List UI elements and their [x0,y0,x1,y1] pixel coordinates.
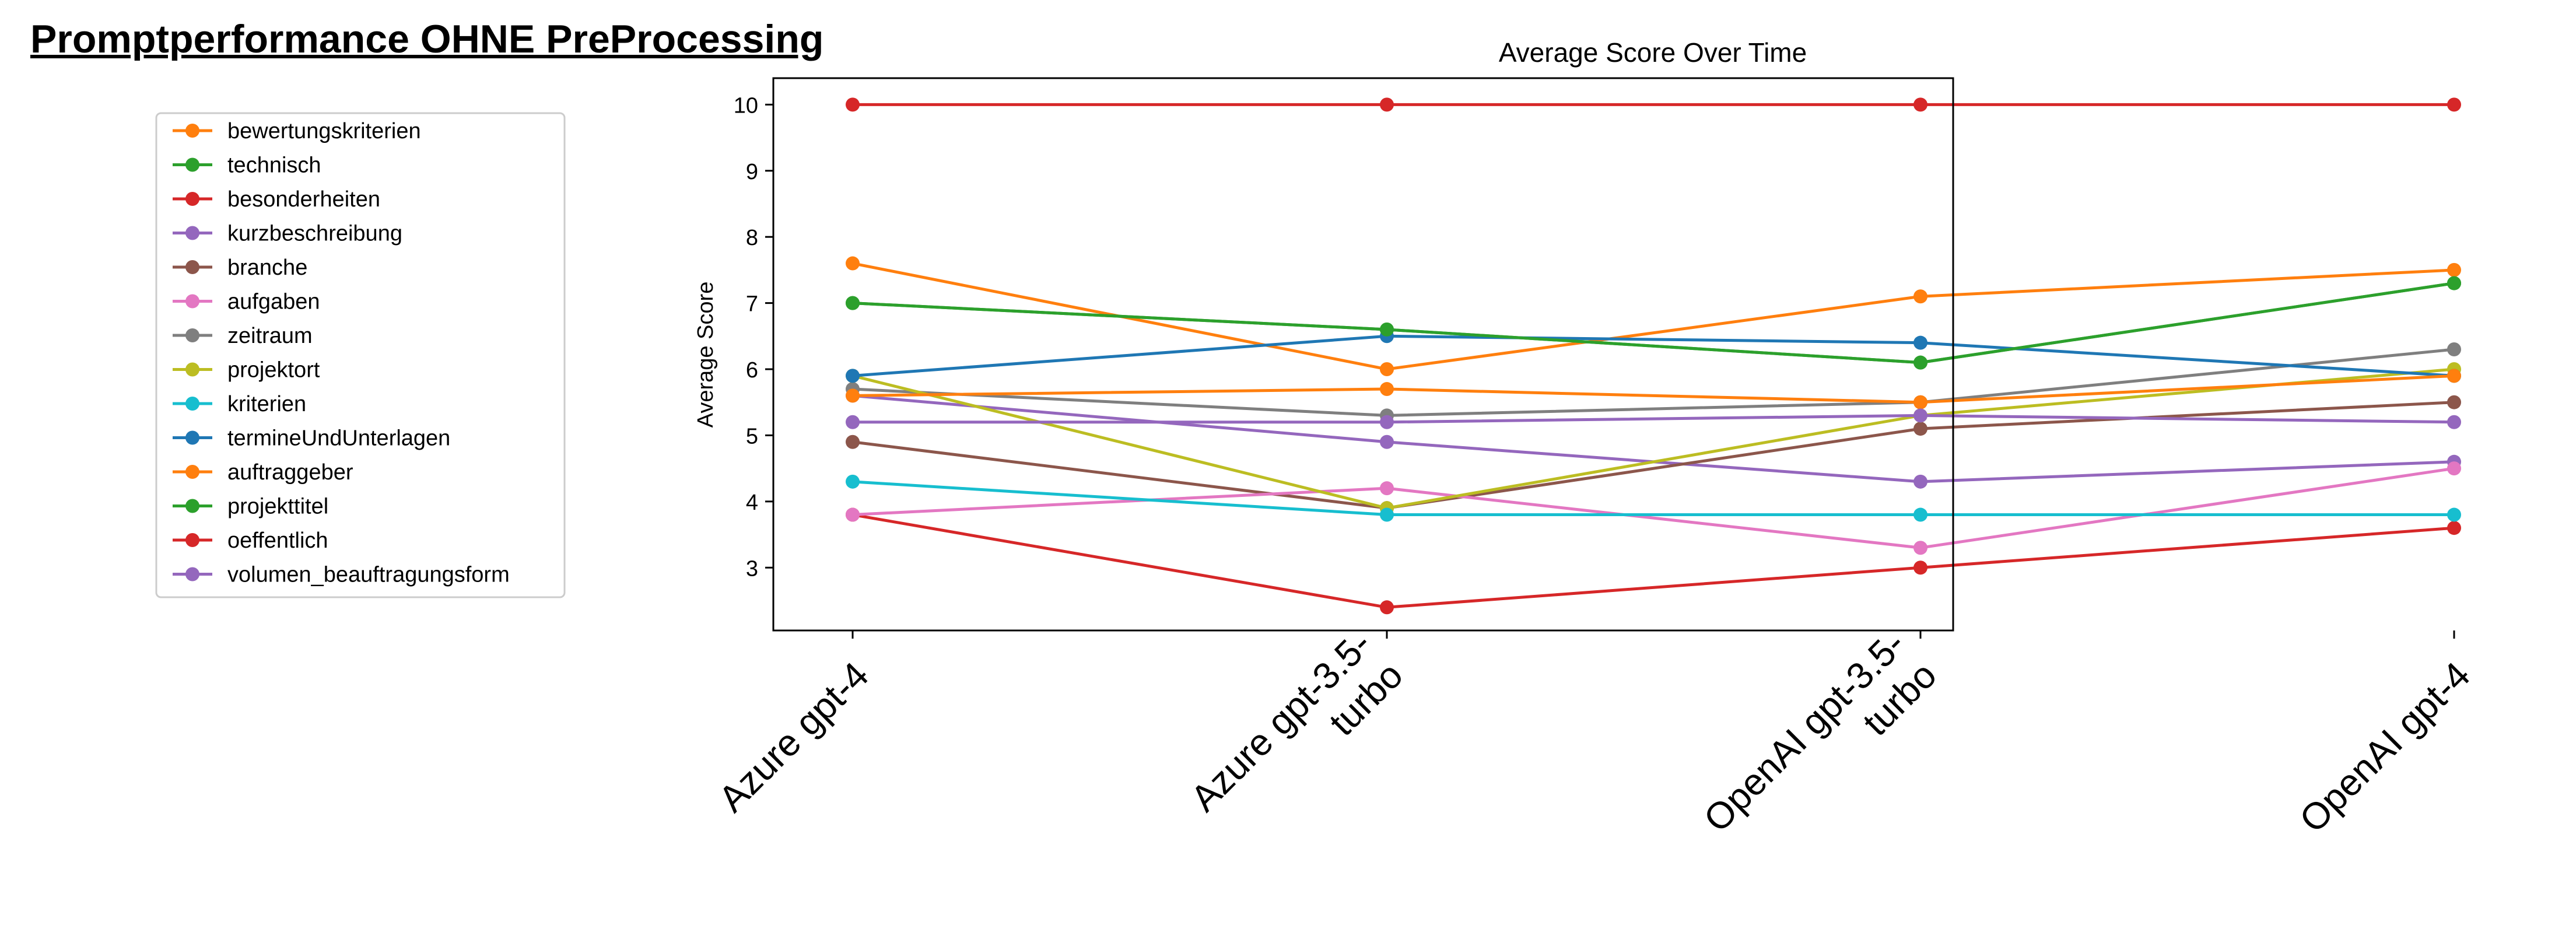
plot-frame [772,77,1954,632]
data-point [846,296,860,310]
legend-label: projektort [227,358,320,383]
y-tick-label: 6 [746,358,758,383]
series-line [853,414,2455,424]
legend-label: branche [227,255,307,280]
data-point [1913,474,1927,489]
y-tick-label: 3 [746,556,758,581]
data-point [1913,541,1927,555]
legend-swatch-marker [185,362,199,377]
data-point [2447,395,2461,409]
y-tick-label: 10 [734,93,758,118]
legend-label: kurzbeschreibung [227,222,402,246]
legend-swatch-marker [185,397,199,411]
x-tick-label: OpenAI gpt-3.5-turbo [1695,622,1944,871]
data-point [1380,322,1394,337]
series-line [852,480,2454,517]
legend-swatch-marker [185,226,199,240]
legend-label: zeitraum [227,324,313,348]
data-point [1380,415,1394,429]
series-line [852,282,2455,365]
series-line [852,513,2455,609]
data-point [1913,289,1927,304]
legend-swatch-marker [185,430,199,445]
data-point [1913,355,1927,370]
data-point [846,507,860,522]
y-tick-label: 5 [746,424,758,449]
data-point [1913,507,1927,522]
data-point [1380,97,1394,112]
data-point [1380,507,1394,522]
x-tick-label: Azure gpt-4 [710,654,877,820]
y-tick-label: 7 [746,292,758,317]
data-point [2447,369,2461,383]
series-line [852,467,2455,549]
data-point [1380,435,1394,449]
data-point [846,369,860,383]
data-point [2447,276,2461,290]
data-point [2447,342,2461,356]
data-point [1380,481,1394,496]
data-point [1913,335,1927,350]
legend-swatch-marker [185,260,199,274]
data-point [846,415,860,429]
series-line [852,282,2455,365]
data-point [1913,97,1927,112]
legend-swatch-marker [185,328,199,342]
legend-label: projekttitel [227,495,328,519]
data-point [2447,507,2461,522]
legend-swatch-marker [185,533,199,547]
series-line [852,374,2455,404]
data-point [846,388,860,403]
data-point [1913,422,1927,436]
data-point [846,474,860,489]
series-line [852,367,2455,510]
data-point [2447,415,2461,429]
legend-swatch-marker [185,499,199,513]
legend-swatch-marker [185,124,199,138]
y-tick-label: 4 [746,490,758,515]
data-point [846,256,860,271]
legend-swatch-marker [185,465,199,479]
data-point [846,97,860,112]
legend-swatch-marker [185,192,199,206]
legend-label: oeffentlich [227,528,328,553]
data-point [1380,600,1394,615]
legend-label: bewertungskriterien [227,119,421,143]
x-tick-label: OpenAI gpt-4 [2291,654,2478,840]
data-point [2447,521,2461,535]
legend-label: volumen_beauftragungsform [227,563,510,587]
legend-label: auftraggeber [227,460,353,485]
y-axis-label: Average Score [693,282,718,428]
series-line [852,334,2455,377]
y-tick-label: 8 [746,226,758,250]
series-line [852,401,2455,510]
legend-label: aufgaben [227,290,320,314]
data-point [2447,461,2461,476]
legend-label: kriterien [227,392,306,416]
data-point [1913,408,1927,423]
data-point [1380,362,1394,377]
y-tick-label: 9 [746,160,758,184]
data-point [1380,382,1394,397]
data-point [1913,395,1927,409]
data-point [1913,560,1927,575]
legend-box [155,112,566,598]
series-line [852,348,2455,417]
legend-swatch-marker [185,157,199,172]
legend-swatch-marker [185,567,199,581]
legend-label: technisch [227,153,321,178]
legend-label: termineUndUnterlagen [227,426,450,451]
legend-swatch-marker [185,294,199,309]
chart-title: Average Score Over Time [1499,37,1807,68]
data-point [846,435,860,449]
legend-label: besonderheiten [227,187,380,212]
data-point [2447,262,2461,277]
page-title: Promptperformance OHNE PreProcessing [30,17,824,61]
x-tick-label: Azure gpt-3.5-turbo [1183,622,1411,850]
data-point [2447,97,2461,112]
